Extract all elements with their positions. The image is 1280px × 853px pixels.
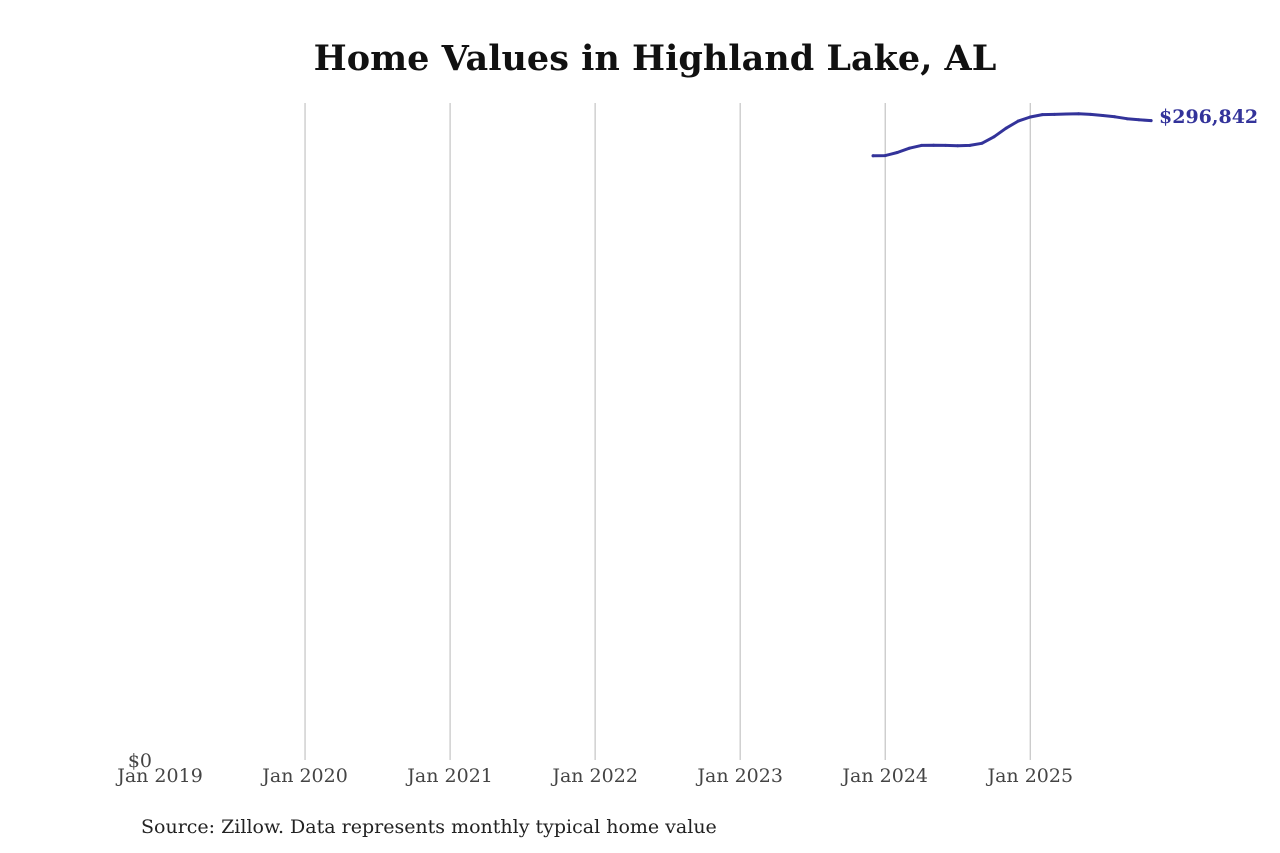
data-point-2024-02 (895, 151, 899, 154)
data-point-2024-10 (992, 135, 996, 139)
series-layer (871, 112, 1153, 158)
x-tick-label-2020: Jan 2020 (260, 765, 348, 787)
x-tick-label-2023: Jan 2023 (695, 765, 783, 787)
data-point-2025-06 (1089, 112, 1093, 116)
data-point-2023-12 (871, 154, 875, 158)
data-point-2025-01 (1028, 115, 1032, 119)
x-tick-label-2024: Jan 2024 (840, 765, 928, 787)
data-point-2024-09 (980, 141, 984, 145)
data-point-2024-03 (907, 146, 911, 150)
x-axis-tick-labels: Jan 2019 Jan 2020 Jan 2021 Jan 2022 Jan 2023… (115, 765, 1073, 787)
data-point-2024-06 (944, 143, 948, 147)
data-point-2025-10 (1137, 118, 1141, 122)
x-tick-label-2022: Jan 2022 (550, 765, 638, 787)
data-point-2024-04 (920, 143, 923, 147)
data-point-2025-07 (1101, 114, 1105, 117)
data-point-2024-12 (1016, 119, 1020, 123)
data-point-2025-08 (1113, 115, 1117, 119)
y-tick-label-zero: $0 (128, 750, 152, 772)
data-point-2024-01 (883, 154, 887, 158)
data-point-2024-11 (1004, 126, 1008, 130)
last-value-label: $296,842 (1159, 106, 1258, 128)
data-point-2025-02 (1040, 113, 1044, 117)
home-value-line (871, 112, 1153, 158)
x-tick-label-2021: Jan 2021 (405, 765, 493, 787)
data-point-2024-08 (968, 143, 972, 147)
source-note: Source: Zillow. Data represents monthly … (141, 816, 717, 838)
data-point-2025-04 (1065, 112, 1068, 116)
data-point-2024-05 (932, 143, 936, 147)
data-point-2025-05 (1077, 112, 1081, 116)
data-point-2025-09 (1125, 117, 1129, 121)
gridlines (304, 103, 1031, 760)
data-point-2025-11 (1149, 119, 1153, 123)
chart-title: Home Values in Highland Lake, AL (313, 38, 997, 79)
data-point-2024-07 (956, 144, 960, 148)
x-tick-label-2025: Jan 2025 (985, 765, 1073, 787)
x-tick-label-2019: Jan 2019 (115, 765, 203, 787)
data-point-2025-03 (1052, 112, 1056, 116)
